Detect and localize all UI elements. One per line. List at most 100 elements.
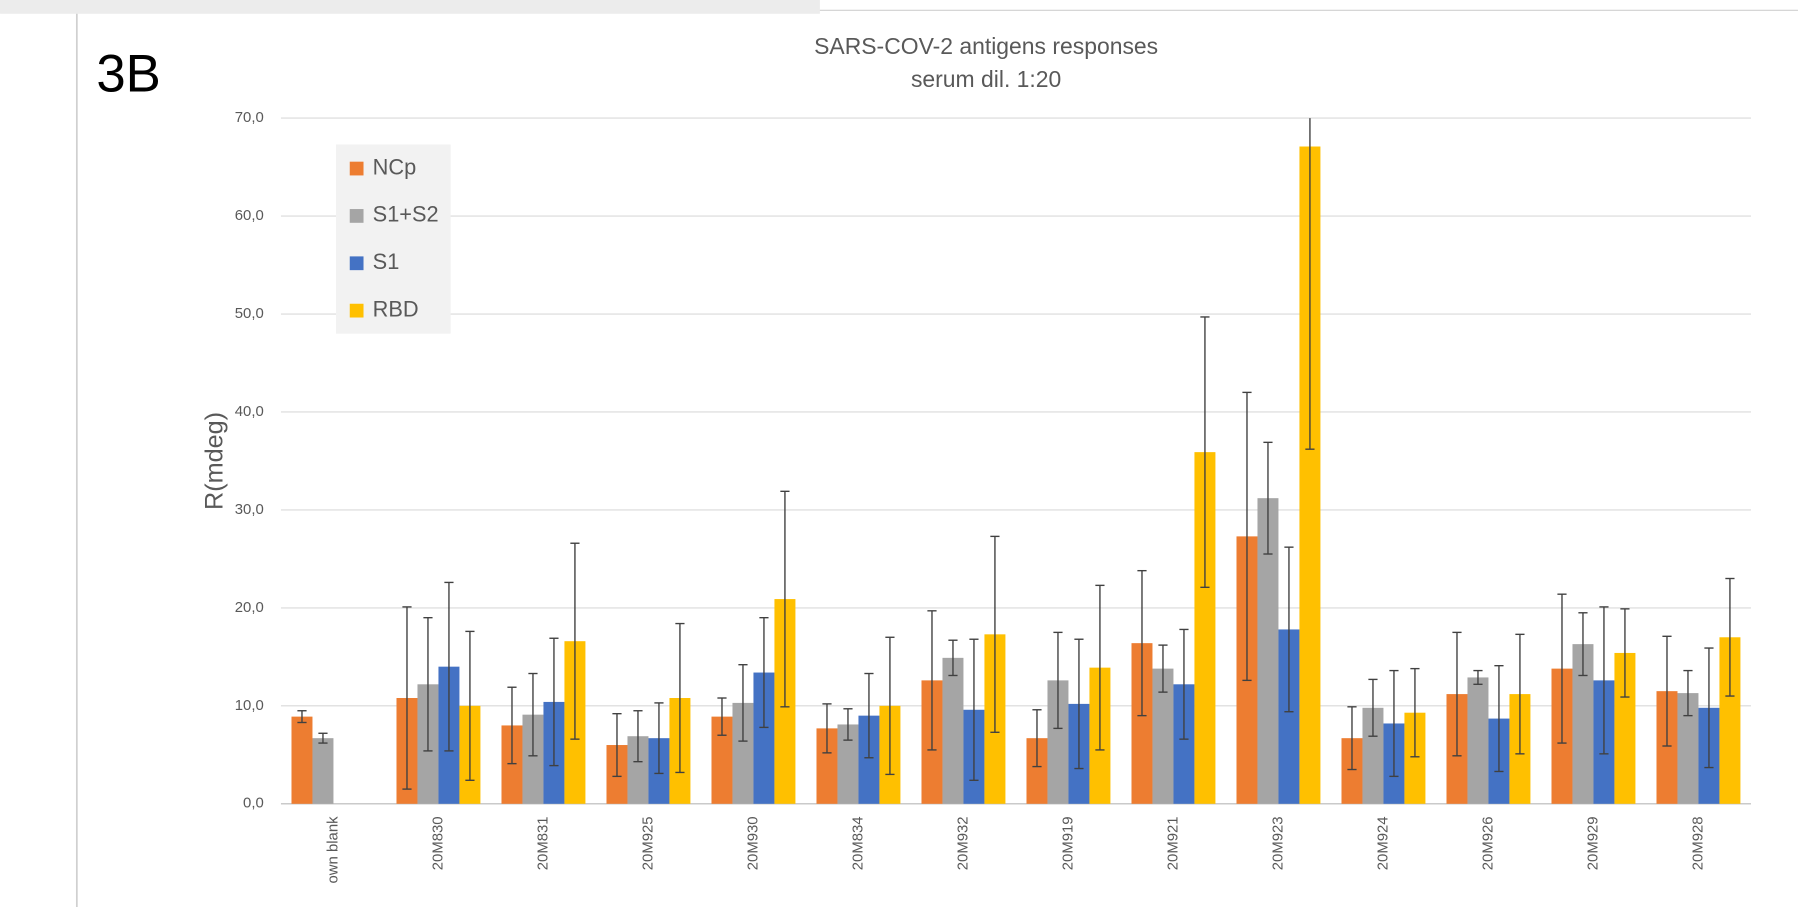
error-bar [1578,612,1588,677]
bar [501,725,523,804]
bar [1026,738,1048,804]
x-tick-label: 20M932 [955,816,971,870]
bar [1152,668,1174,804]
x-tick-label: 20M925 [640,816,656,870]
error-bar [612,712,622,778]
error-bar [759,616,769,729]
error-bar [738,664,748,742]
y-tick-label: 20,0 [235,600,264,616]
legend-swatch [349,256,364,271]
panel-label: 3B [96,45,161,104]
error-bar [1158,644,1168,693]
error-bar [843,708,853,741]
x-tick-label: 20M831 [535,816,551,870]
bar [1047,680,1069,804]
bar [711,716,733,804]
error-bar [528,672,538,757]
error-bar [885,636,895,776]
bar [1299,146,1321,804]
error-bar [1515,633,1525,755]
x-tick-label: own blank [325,816,341,884]
legend-label: S1 [373,249,400,274]
bar [732,702,754,804]
chart-subtitle: serum dil. 1:20 [911,66,1061,92]
bar [1572,644,1594,804]
bar [627,736,649,804]
error-bar [1284,546,1294,713]
error-bar [1473,669,1483,685]
y-tick-label: 10,0 [235,698,264,714]
error-bar [423,616,433,752]
bar [1404,712,1426,804]
bar [1467,677,1489,804]
error-bar [864,672,874,759]
error-bar [1137,569,1147,717]
y-tick-label: 60,0 [235,208,264,224]
bar [522,714,544,804]
error-bar [780,490,790,708]
error-bar [1053,631,1063,730]
bar [1194,452,1216,804]
x-tick-label: 20M924 [1375,816,1391,870]
bar [1719,637,1741,804]
x-tick-label: 20M923 [1270,816,1286,870]
x-tick-label: 20M919 [1060,816,1076,870]
error-bar [1032,709,1042,768]
error-bar [297,710,307,724]
error-bar [444,581,454,752]
y-tick-label: 40,0 [235,404,264,420]
y-tick-label: 30,0 [235,502,264,518]
error-bar [654,702,664,775]
error-bar [822,703,832,754]
error-bar [1599,606,1609,755]
error-bar [1557,593,1567,744]
bar [312,738,334,804]
x-tick-label: 20M928 [1690,816,1706,870]
error-bar [402,606,412,790]
x-tick-label: 20M929 [1585,816,1601,870]
legend-swatch [349,303,364,318]
error-bar [570,542,580,740]
legend-label: RBD [373,296,419,321]
bar [1173,684,1195,804]
error-bar [969,638,979,781]
bar [1677,693,1699,804]
error-bar [1725,577,1735,697]
error-bar [1704,647,1714,769]
error-bar [1410,667,1420,758]
bar [1131,643,1153,804]
error-bar [465,630,475,781]
bar [1257,498,1279,804]
x-tick-label: 20M830 [430,816,446,870]
bar [753,672,775,804]
bar [1362,707,1384,804]
legend-swatch [349,161,364,176]
bar [816,728,838,804]
error-bar [948,639,958,677]
legend-label: S1+S2 [373,202,439,227]
legend-label: NCp [373,154,417,179]
bar [858,715,880,804]
bar [1278,629,1300,804]
error-bar [1683,669,1693,717]
bar [1656,691,1678,804]
top-strip [0,0,820,14]
y-tick-label: 50,0 [235,306,264,322]
x-tick-label: 20M926 [1480,816,1496,870]
bar [837,724,859,804]
error-bar [1389,669,1399,778]
y-tick-label: 0,0 [243,796,264,812]
error-bar [1305,118,1315,450]
error-bar [927,610,937,751]
error-bar [1200,316,1210,589]
legend-swatch [349,209,364,223]
error-bar [1662,635,1672,747]
x-tick-label: 20M921 [1165,816,1181,870]
error-bar [1074,638,1084,770]
error-bar [1368,678,1378,737]
bar [291,716,313,804]
bar [1614,652,1636,804]
x-tick-label: 20M930 [745,816,761,870]
